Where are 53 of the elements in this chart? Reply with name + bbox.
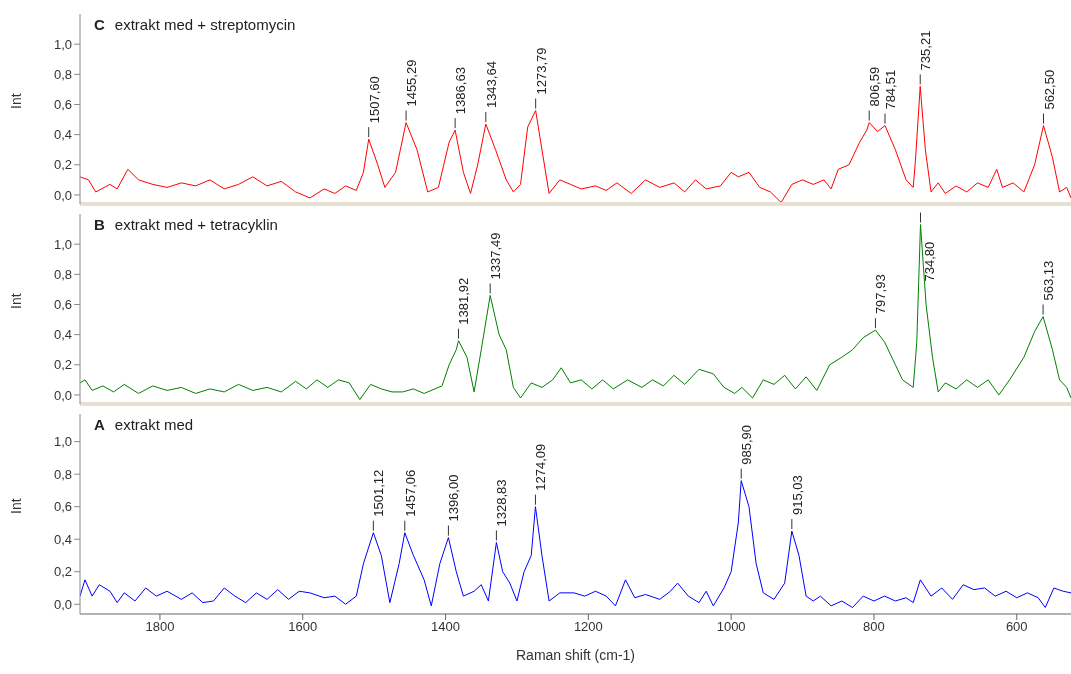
y-axis-title: Int bbox=[7, 93, 24, 109]
annotation: 562,50 bbox=[1041, 69, 1057, 110]
x-tick-label: 600 bbox=[1005, 619, 1028, 635]
annotation: 1381,92 bbox=[456, 277, 472, 325]
annotation: 1457,06 bbox=[402, 469, 418, 517]
annotation: 1343,64 bbox=[483, 61, 499, 109]
y-tick-label: 0,6 bbox=[53, 499, 72, 515]
x-tick-label: 1000 bbox=[716, 619, 746, 635]
y-tick-label: 1,0 bbox=[53, 36, 72, 52]
y-axis-title: Int bbox=[7, 498, 24, 514]
y-tick-label: 0,0 bbox=[53, 596, 72, 612]
y-tick-label: 0,0 bbox=[53, 187, 72, 203]
y-tick-label: 1,0 bbox=[53, 434, 72, 450]
y-tick-label: 1,0 bbox=[53, 236, 72, 252]
x-tick-label: 1400 bbox=[431, 619, 461, 635]
annotation: 1396,00 bbox=[446, 474, 462, 522]
y-axis-title: Int bbox=[7, 293, 24, 309]
y-tick-label: 0,2 bbox=[53, 564, 72, 580]
y-tick-label: 0,0 bbox=[53, 387, 72, 403]
y-tick-label: 0,8 bbox=[53, 466, 72, 482]
x-axis-title: Raman shift (cm-1) bbox=[515, 647, 636, 663]
annotation: 563,13 bbox=[1041, 260, 1057, 301]
y-tick-label: 0,8 bbox=[53, 266, 72, 282]
y-tick-label: 0,6 bbox=[53, 97, 72, 113]
y-tick-label: 0,8 bbox=[53, 66, 72, 82]
annotation: 1328,83 bbox=[494, 479, 510, 527]
annotation: 1507,60 bbox=[366, 76, 382, 124]
annotation: 784,51 bbox=[883, 69, 899, 110]
annotation: 1337,49 bbox=[488, 232, 504, 280]
x-tick-label: 1200 bbox=[573, 619, 603, 635]
annotation: 806,59 bbox=[867, 66, 883, 107]
x-tick-label: 1600 bbox=[288, 619, 318, 635]
annotation: 915,03 bbox=[789, 475, 805, 516]
annotation: 1386,63 bbox=[453, 67, 469, 115]
y-tick-label: 0,2 bbox=[53, 157, 72, 173]
y-tick-label: 0,2 bbox=[53, 357, 72, 373]
x-tick-label: 1800 bbox=[145, 619, 175, 635]
annotation: 1501,12 bbox=[371, 469, 387, 517]
chart-title: B extrakt med + tetracyklin bbox=[94, 216, 278, 233]
annotation: 985,90 bbox=[739, 424, 755, 465]
y-tick-label: 0,6 bbox=[53, 297, 72, 313]
annotation: 797,93 bbox=[873, 274, 889, 315]
x-tick-label: 800 bbox=[863, 619, 885, 635]
y-tick-label: 0,4 bbox=[53, 127, 72, 143]
annotation: 1455,29 bbox=[404, 59, 420, 107]
chart-title: A extrakt med bbox=[94, 416, 194, 433]
y-tick-label: 0,4 bbox=[53, 531, 72, 547]
annotation: 1273,79 bbox=[533, 47, 549, 95]
y-tick-label: 0,4 bbox=[53, 327, 72, 343]
annotation: 734,80 bbox=[922, 241, 938, 282]
annotation: 735,21 bbox=[918, 30, 934, 71]
annotation: 1274,09 bbox=[533, 443, 549, 491]
chart-title: C extrakt med + streptomycin bbox=[94, 16, 296, 33]
